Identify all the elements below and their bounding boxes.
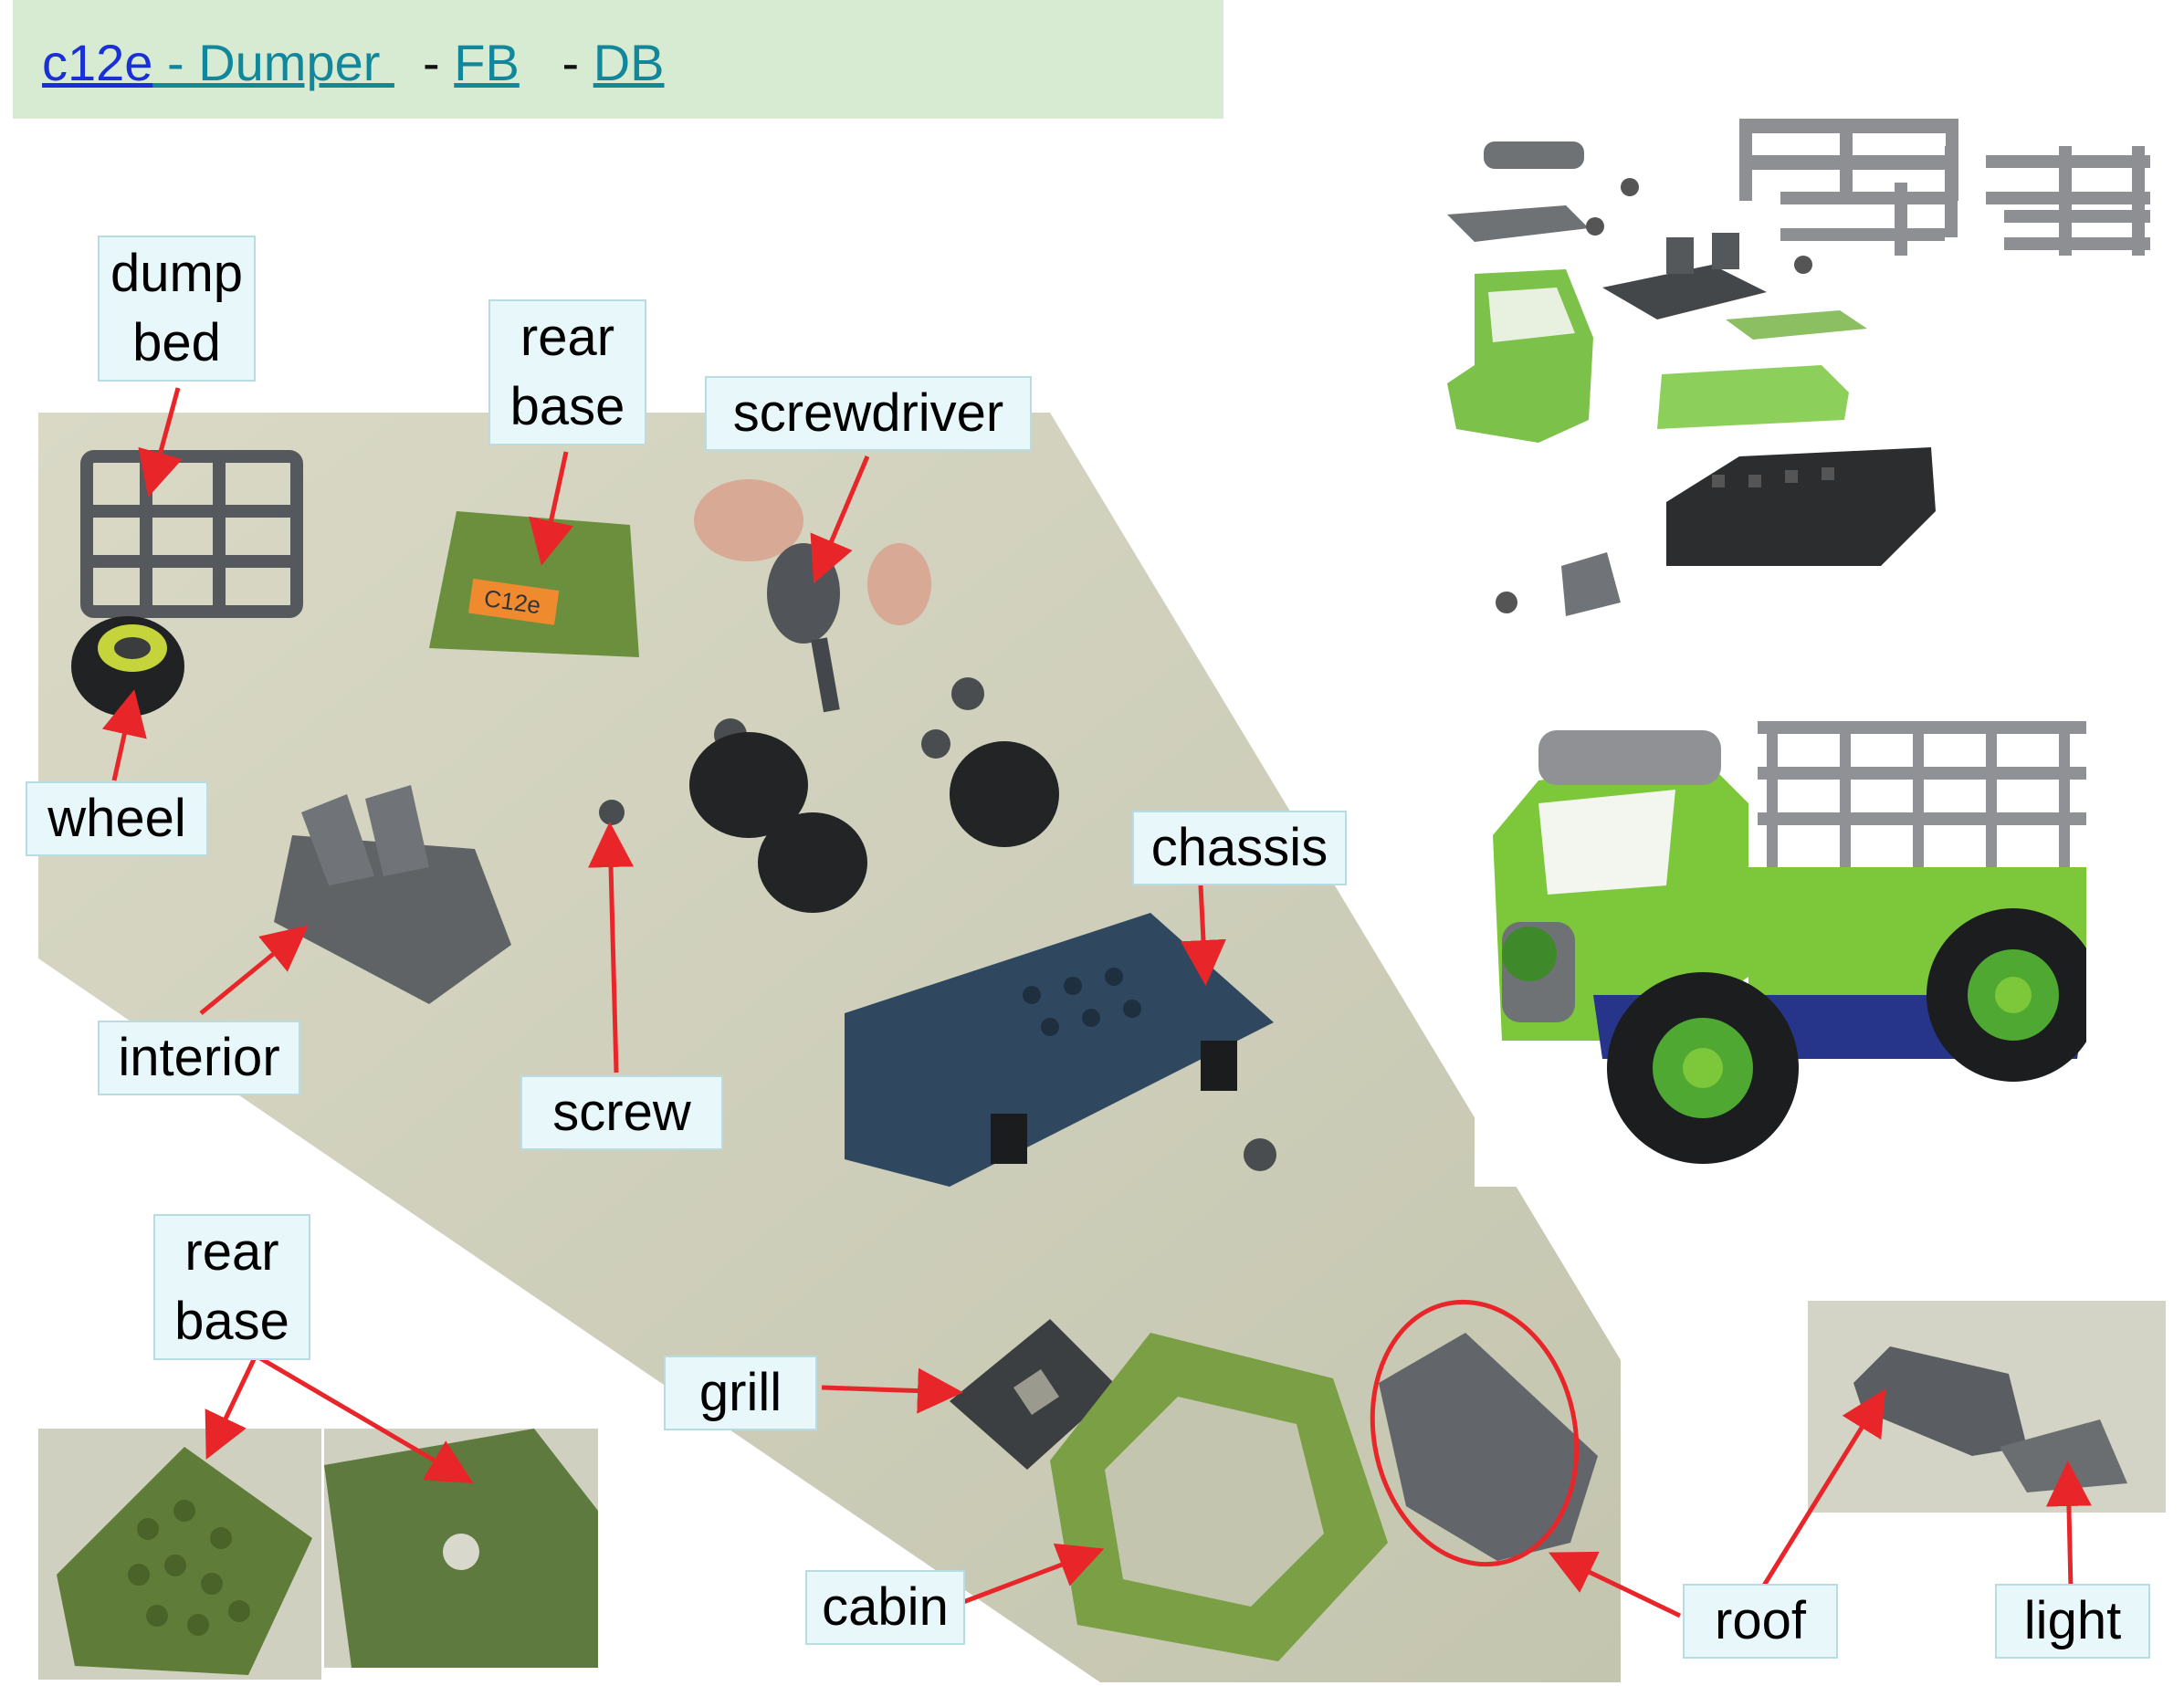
roof-light-photo bbox=[1808, 1301, 2166, 1513]
chassis-part bbox=[845, 913, 1274, 1187]
label-line: rear bbox=[184, 1222, 279, 1282]
label-interior: interior bbox=[98, 1021, 300, 1095]
label-grill: grill bbox=[664, 1356, 817, 1430]
db-link[interactable]: DB bbox=[593, 34, 665, 91]
label-wheel: wheel bbox=[26, 781, 208, 856]
exploded-fences bbox=[1739, 119, 2150, 256]
cabin-part bbox=[1050, 1333, 1388, 1661]
wheels-group bbox=[689, 732, 1059, 913]
highlight-circle bbox=[1370, 1299, 1580, 1567]
label-rear-base-bottom: rear base bbox=[153, 1214, 310, 1360]
label-chassis: chassis bbox=[1132, 811, 1347, 885]
truck-rack bbox=[1758, 721, 2086, 867]
label-line: rear bbox=[520, 308, 615, 367]
label-line: bed bbox=[132, 313, 221, 372]
exploded-base bbox=[1657, 365, 1849, 429]
header-links: c12e - Dumper - FB - DB bbox=[42, 33, 665, 92]
exploded-parts-photo bbox=[1438, 91, 2168, 639]
label-line: base bbox=[174, 1292, 289, 1351]
label-line: base bbox=[509, 377, 625, 436]
label-light: light bbox=[1995, 1584, 2150, 1659]
separator: - bbox=[519, 34, 593, 91]
exploded-grill bbox=[1496, 552, 1621, 616]
wheel-part bbox=[71, 616, 184, 717]
rear-base-photo-right bbox=[324, 1429, 598, 1668]
interior-part bbox=[274, 785, 511, 1004]
label-line: dump bbox=[110, 244, 244, 303]
header-bar: c12e - Dumper - FB - DB bbox=[13, 0, 1223, 119]
label-screwdriver: screwdriver bbox=[705, 376, 1032, 451]
rear-base-photo-left bbox=[38, 1429, 321, 1680]
assembled-truck-photo bbox=[1475, 694, 2086, 1187]
label-roof: roof bbox=[1683, 1584, 1838, 1659]
exploded-cabin bbox=[1447, 269, 1593, 443]
label-rear-base-top: rear base bbox=[488, 299, 646, 445]
fb-link[interactable]: FB bbox=[454, 34, 520, 91]
rear-base-part: C12e bbox=[429, 511, 639, 657]
truck-wheels bbox=[1607, 908, 2086, 1164]
label-dump-bed: dump bed bbox=[98, 236, 256, 382]
roof-light-part bbox=[1379, 1333, 1598, 1561]
label-screw: screw bbox=[520, 1075, 723, 1150]
grill-part bbox=[950, 1319, 1118, 1470]
code-link[interactable]: c12e bbox=[42, 34, 153, 91]
separator: - bbox=[394, 34, 455, 91]
exploded-top-parts bbox=[1447, 141, 1867, 340]
exploded-chassis bbox=[1666, 447, 1936, 566]
label-cabin: cabin bbox=[805, 1570, 965, 1645]
title-link[interactable]: - Dumper bbox=[152, 34, 394, 91]
